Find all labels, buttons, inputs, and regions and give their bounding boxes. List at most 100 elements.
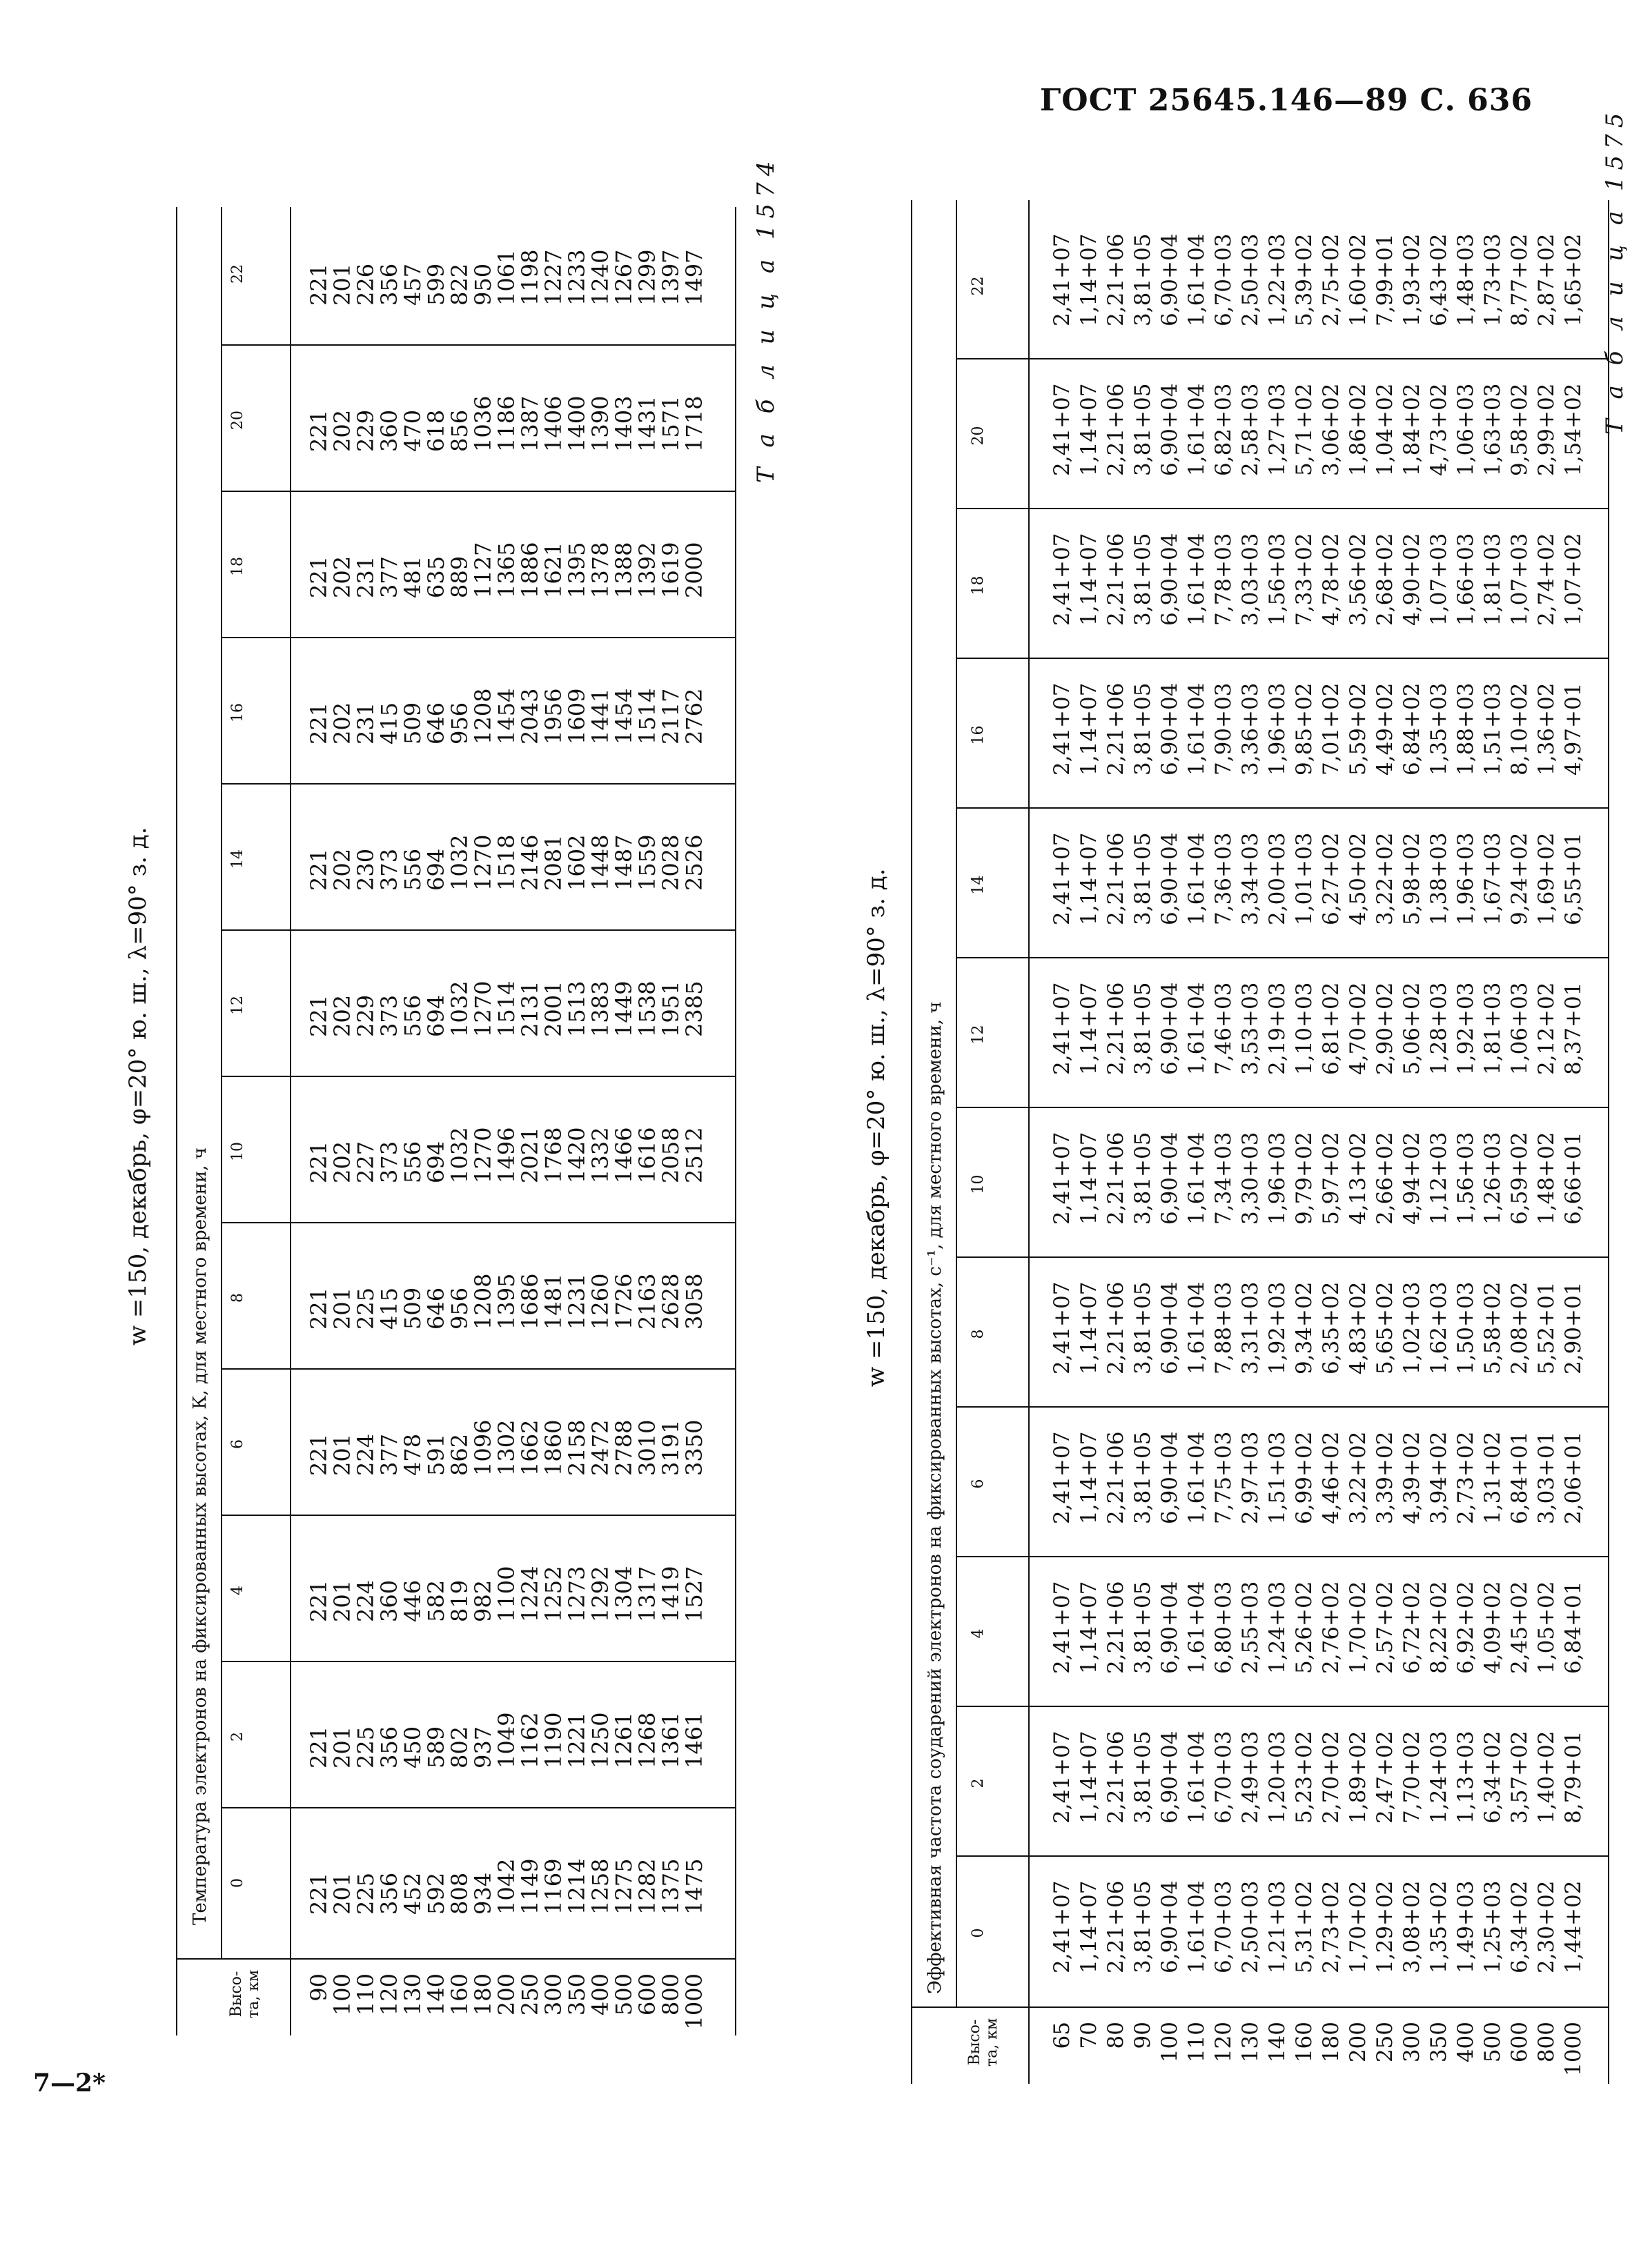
altitude-value: 90 xyxy=(306,1973,332,2002)
table-cell: 7,99+01 xyxy=(1373,233,1397,326)
table-cell: 4,50+02 xyxy=(1346,832,1371,925)
table-cell: 1036 xyxy=(470,395,496,452)
table-cell: 1,31+02 xyxy=(1480,1431,1505,1524)
table-cell: 2000 xyxy=(681,542,707,598)
table-cell: 1,01+03 xyxy=(1292,832,1317,925)
table-cell: 1,61+04 xyxy=(1184,533,1209,626)
table-cell: 2001 xyxy=(540,980,567,1037)
table-cell: 3,34+03 xyxy=(1238,832,1263,925)
table-cell: 1162 xyxy=(517,1712,543,1768)
table-cell: 1,24+03 xyxy=(1265,1581,1290,1674)
table-cell: 1,88+03 xyxy=(1453,682,1478,776)
table-cell: 452 xyxy=(400,1872,426,1915)
table-cell: 646 xyxy=(423,1287,449,1330)
table-cell: 1231 xyxy=(564,1273,590,1330)
table-cell: 2021 xyxy=(517,1127,543,1183)
table-cell: 556 xyxy=(400,994,426,1037)
table-cell: 7,36+03 xyxy=(1211,832,1236,925)
altitude-value: 200 xyxy=(1346,2022,1371,2063)
table-cell: 582 xyxy=(423,1579,449,1622)
table-cell: 2,75+02 xyxy=(1319,233,1344,326)
table-cell: 1518 xyxy=(493,834,520,891)
table-cell: 5,98+02 xyxy=(1399,832,1424,925)
table-cell: 1,07+03 xyxy=(1507,533,1532,626)
altitude-value: 160 xyxy=(446,1973,473,2016)
table-cell: 862 xyxy=(446,1433,473,1476)
table-cell: 1,14+07 xyxy=(1077,1880,1101,1973)
table-cell: 221 xyxy=(306,702,332,745)
table-cell: 1,14+07 xyxy=(1077,533,1101,626)
table-1574-block: Т а б л и ц а 1574 w =150, декабрь, φ=20… xyxy=(41,131,780,2084)
table-cell: 618 xyxy=(423,409,449,452)
table-cell: 1,36+02 xyxy=(1534,682,1559,776)
altitude-value: 500 xyxy=(1480,2022,1505,2063)
table-cell: 6,70+03 xyxy=(1211,233,1236,326)
altitude-column: 65 70 80 90 100 110 120 130 140 160 180 200 250 300 35… xyxy=(1049,2022,1587,2084)
table-cell: 3,08+02 xyxy=(1399,1880,1424,1973)
altitude-value: 140 xyxy=(1265,2022,1290,2063)
altitude-value: 140 xyxy=(423,1973,449,2016)
table-cell: 1149 xyxy=(517,1858,543,1915)
table-cell: 1571 xyxy=(658,395,684,452)
table-cell: 4,94+02 xyxy=(1399,1132,1424,1225)
table-title: w =150, декабрь, φ=20° ю. ш., λ=90° з. д… xyxy=(124,827,152,1345)
data-column: 2,41+07 1,14+07 2,21+06 3,81+05 6,90+04 1,61+… xyxy=(1049,533,1587,626)
table-cell: 1420 xyxy=(564,1127,590,1183)
table-cell: 1214 xyxy=(564,1858,590,1915)
altitude-value: 110 xyxy=(1184,2022,1209,2063)
table-cell: 1,93+02 xyxy=(1399,233,1424,326)
table-cell: 1,02+03 xyxy=(1399,1281,1424,1374)
hour-header: 22 xyxy=(229,264,246,284)
table-cell: 2,45+02 xyxy=(1507,1581,1532,1674)
table-cell: 9,24+02 xyxy=(1507,832,1532,925)
table-cell: 1332 xyxy=(587,1127,613,1183)
table-cell: 3010 xyxy=(634,1419,660,1476)
table-cell: 8,10+02 xyxy=(1507,682,1532,776)
table-cell: 1496 xyxy=(493,1127,520,1183)
altitude-header: Высо- та, км xyxy=(228,1969,262,2019)
table-cell: 3,81+05 xyxy=(1130,1431,1155,1524)
table-cell: 6,90+04 xyxy=(1157,682,1182,776)
table-cell: 2,21+06 xyxy=(1103,682,1128,776)
table-cell: 509 xyxy=(400,702,426,745)
table-cell: 3058 xyxy=(681,1273,707,1330)
table-cell: 1261 xyxy=(611,1712,637,1768)
table-cell: 5,71+02 xyxy=(1292,383,1317,476)
table-cell: 6,90+04 xyxy=(1157,1132,1182,1225)
table-cell: 202 xyxy=(329,555,355,598)
table-cell: 1388 xyxy=(611,542,637,598)
table-cell: 1,81+03 xyxy=(1480,982,1505,1075)
altitude-value: 250 xyxy=(1373,2022,1397,2063)
table-1575-block: Т а б л и ц а 1575 w =150, декабрь, φ=20… xyxy=(773,107,1642,2132)
altitude-value: 1000 xyxy=(681,1973,707,2030)
table-cell: 1403 xyxy=(611,395,637,452)
table-cell: 1,51+03 xyxy=(1480,682,1505,776)
table-cell: 1,07+03 xyxy=(1426,533,1451,626)
table-cell: 377 xyxy=(376,1433,402,1476)
table-cell: 3,81+05 xyxy=(1130,682,1155,776)
table-cell: 1317 xyxy=(634,1566,660,1622)
table-cell: 6,59+02 xyxy=(1507,1132,1532,1225)
table-cell: 2,00+03 xyxy=(1265,832,1290,925)
table-cell: 6,34+02 xyxy=(1507,1880,1532,1973)
altitude-value: 400 xyxy=(587,1973,613,2016)
table-cell: 221 xyxy=(306,1726,332,1768)
table-cell: 2628 xyxy=(658,1273,684,1330)
table-cell: 1049 xyxy=(493,1712,520,1768)
table-cell: 5,26+02 xyxy=(1292,1581,1317,1674)
table-cell: 599 xyxy=(423,263,449,306)
table-cell: 6,81+02 xyxy=(1319,982,1344,1075)
table-cell: 6,66+01 xyxy=(1561,1132,1586,1225)
table-cell: 1559 xyxy=(634,834,660,891)
table-cell: 1302 xyxy=(493,1419,520,1476)
table-cell: 1,49+03 xyxy=(1453,1880,1478,1973)
table-cell: 2,21+06 xyxy=(1103,233,1128,326)
table-cell: 1,96+03 xyxy=(1265,1132,1290,1225)
table-cell: 231 xyxy=(353,555,379,598)
table-cell: 2,73+02 xyxy=(1319,1880,1344,1973)
table-cell: 6,90+04 xyxy=(1157,533,1182,626)
table-cell: 2,49+03 xyxy=(1238,1730,1263,1824)
table-cell: 1726 xyxy=(611,1273,637,1330)
table-cell: 1,28+03 xyxy=(1426,982,1451,1075)
table-cell: 4,83+02 xyxy=(1346,1281,1371,1374)
